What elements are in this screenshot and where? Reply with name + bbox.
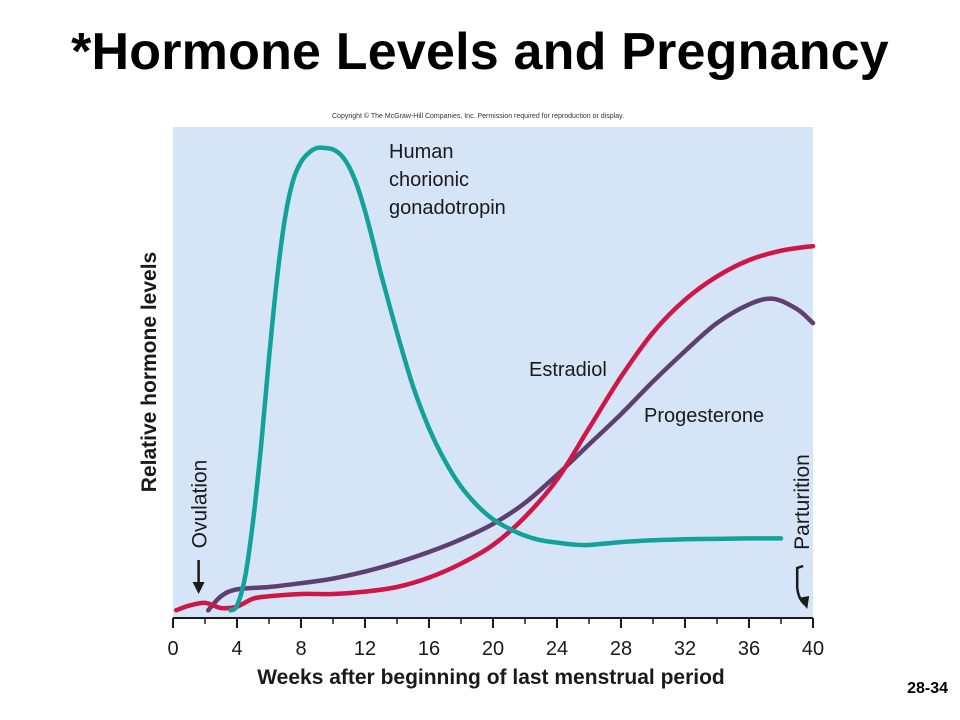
x-axis-title: Weeks after beginning of last menstrual … [257,666,725,689]
x-tick-label: 4 [231,638,242,660]
x-tick-label: 20 [482,638,504,660]
series-line-hcg [228,145,784,613]
slide-title: *Hormone Levels and Pregnancy [71,23,889,81]
x-tick-label: 24 [546,638,568,660]
arrow-head-icon [192,582,205,594]
x-tick-label: 8 [295,638,306,660]
x-tick-label: 36 [738,638,760,660]
x-tick-label: 12 [354,638,376,660]
series-label-hcg: Human [389,141,453,163]
annotation-label-parturition: Parturition [791,454,814,550]
annotations: Ovulation Parturition [189,454,814,609]
slide-number: 28-34 [907,680,948,697]
arrow-head-icon [798,596,810,609]
plot-background [173,127,813,618]
y-axis-title: Relative hormone levels [138,252,161,492]
copyright-notice: Copyright © The McGraw-Hill Companies, I… [332,113,625,120]
x-tick-label: 40 [802,638,824,660]
annotation-label-ovulation: Ovulation [189,460,212,549]
x-tick-label: 32 [674,638,696,660]
series-label-progesterone: Progesterone [644,405,764,427]
series-lines [173,145,816,613]
x-tick-label: 0 [167,638,178,660]
x-tick-label: 16 [418,638,440,660]
series-label-estradiol: Estradiol [529,359,607,381]
x-axis: 0 4 8 12 16 20 24 28 32 36 40 [167,617,824,660]
series-label-hcg: chorionic [389,169,469,191]
x-tick-label: 28 [610,638,632,660]
series-label-hcg: gonadotropin [389,197,506,219]
series-line-progesterone [205,296,816,613]
series-labels: Human chorionic gonadotropin Estradiol Proge… [389,141,764,427]
